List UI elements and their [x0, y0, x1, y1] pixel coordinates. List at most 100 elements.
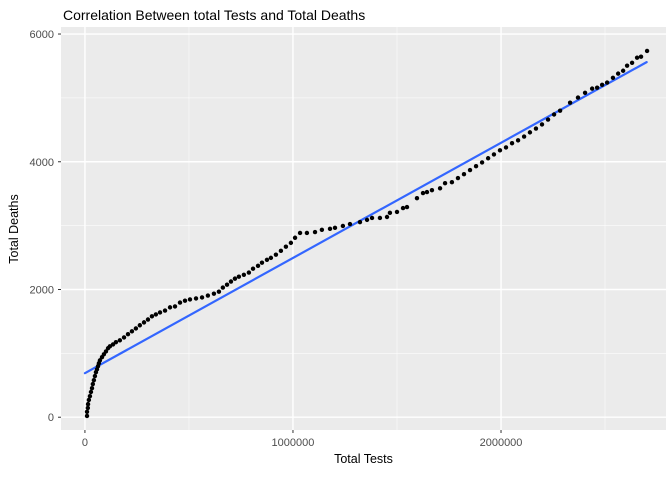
scatter-point	[479, 160, 485, 165]
scatter-point	[278, 248, 284, 254]
scatter-point	[332, 225, 338, 231]
scatter-point	[575, 95, 581, 100]
scatter-point	[113, 339, 119, 345]
scatter-point	[133, 326, 139, 331]
scatter-point	[327, 226, 333, 232]
scatter-point	[503, 145, 509, 150]
scatter-point	[92, 373, 98, 379]
scatter-point	[347, 221, 353, 227]
chart-title: Correlation Between total Tests and Tota…	[63, 7, 366, 23]
scatter-point	[589, 86, 595, 91]
scatter-point	[177, 300, 183, 305]
scatter-point	[211, 291, 217, 296]
scatter-point	[594, 85, 600, 90]
scatter-point	[567, 100, 573, 105]
scatter-point	[288, 240, 294, 246]
scatter-point	[304, 230, 310, 236]
scatter-point	[246, 270, 252, 275]
scatter-point	[121, 335, 127, 340]
scatter-point	[557, 108, 563, 113]
scatter-point	[539, 122, 545, 127]
scatter-point	[369, 215, 375, 221]
scatter-point	[449, 179, 455, 185]
scatter-point	[84, 413, 90, 419]
scatter-point	[312, 229, 318, 235]
scatter-point	[250, 266, 256, 271]
scatter-point	[241, 272, 247, 278]
scatter-point	[533, 126, 539, 131]
scatter-point	[485, 156, 491, 161]
scatter-point	[224, 282, 230, 287]
scatter-point	[473, 164, 479, 169]
scatter-point	[91, 377, 97, 383]
scatter-point	[255, 263, 261, 269]
y-tick-label: 4000	[30, 157, 54, 169]
scatter-point	[420, 190, 426, 196]
scatter-point	[624, 63, 630, 68]
x-axis-title: Total Tests	[334, 452, 393, 466]
y-axis-title: Total Deaths	[7, 194, 21, 264]
scatter-point	[268, 255, 274, 261]
scatter-point	[634, 55, 640, 60]
x-tick-label: 0	[82, 437, 88, 449]
scatter-point	[297, 230, 303, 236]
scatter-point	[149, 314, 155, 319]
scatter-point	[467, 167, 473, 173]
scatter-point	[193, 296, 199, 301]
scatter-point	[90, 381, 96, 387]
scatter-point	[509, 141, 515, 146]
scatter-point	[157, 310, 163, 315]
scatter-point	[205, 293, 211, 298]
scatter-point	[442, 180, 448, 186]
scatter-point	[615, 71, 621, 76]
scatter-point	[638, 54, 644, 59]
scatter-point	[89, 385, 95, 391]
scatter-point	[125, 331, 131, 337]
scatter-point	[551, 112, 557, 117]
scatter-point	[167, 305, 173, 310]
scatter-point	[599, 82, 605, 87]
scatter-point	[429, 187, 435, 193]
scatter-point	[644, 48, 650, 54]
scatter-point	[220, 285, 226, 290]
x-tick-label: 1000000	[272, 437, 315, 449]
scatter-point	[86, 397, 92, 403]
scatter-point	[377, 215, 383, 221]
scatter-point	[357, 219, 363, 225]
scatter-point	[319, 227, 325, 232]
scatter-point	[387, 210, 393, 216]
scatter-point	[582, 90, 588, 95]
scatter-point	[461, 172, 467, 177]
scatter-point	[172, 304, 178, 309]
scatter-point	[145, 317, 151, 322]
scatter-point	[199, 295, 205, 300]
scatter-point	[97, 358, 103, 363]
scatter-point	[384, 214, 390, 220]
scatter-point	[437, 186, 443, 191]
scatter-point	[364, 217, 370, 223]
scatter-point	[527, 130, 533, 135]
scatter-point	[340, 223, 346, 229]
scatter-point	[129, 329, 135, 334]
plot-panel	[61, 27, 666, 430]
scatter-point	[87, 393, 93, 399]
scatter-point	[515, 138, 521, 143]
scatter-point	[610, 75, 616, 80]
scatter-point	[400, 205, 406, 211]
y-tick-label: 6000	[30, 29, 54, 41]
scatter-point	[85, 405, 91, 411]
scatter-point	[497, 148, 503, 153]
scatter-point	[604, 80, 610, 85]
scatter-point	[162, 308, 168, 313]
scatter-point	[88, 389, 94, 395]
scatter-point	[629, 60, 635, 65]
scatter-point	[424, 189, 430, 195]
scatter-point	[141, 320, 147, 325]
scatter-point	[117, 338, 123, 343]
scatter-point	[232, 276, 238, 281]
scatter-point	[545, 117, 551, 122]
scatter-point	[620, 68, 626, 73]
scatter-point	[404, 204, 410, 210]
y-tick-label: 2000	[30, 284, 54, 296]
